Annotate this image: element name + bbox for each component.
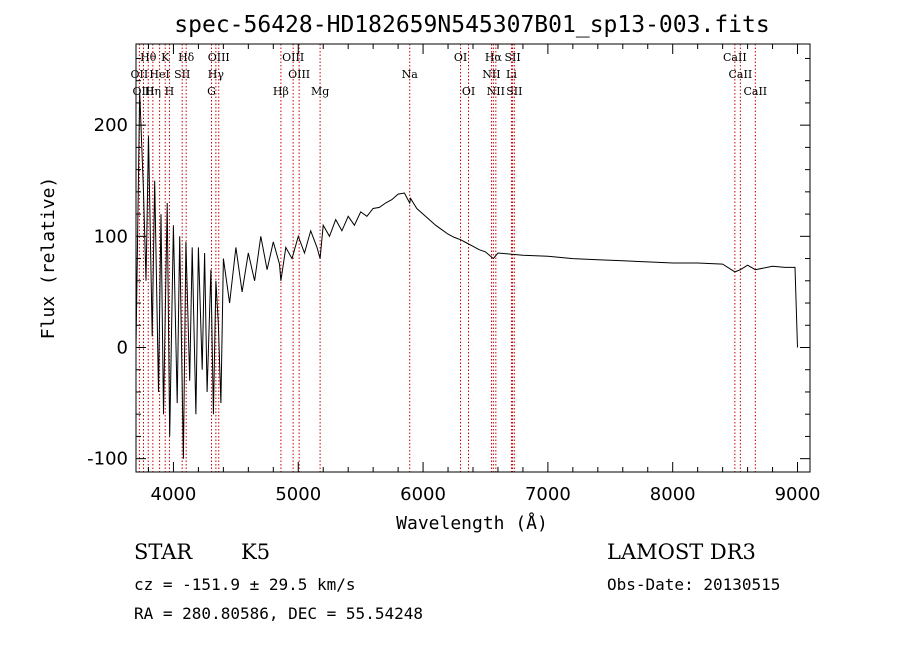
line-label: Hβ (273, 85, 289, 98)
line-label: OIII (132, 85, 154, 98)
observation-date: Obs-Date: 20130515 (607, 575, 780, 594)
line-label: OIII (288, 68, 310, 81)
line-label: Hδ (178, 51, 195, 64)
chart-title: spec-56428-HD182659N545307B01_sp13-003.f… (174, 12, 769, 38)
line-label: CaII (743, 85, 767, 98)
x-tick-labels: 4000 5000 6000 7000 8000 9000 (151, 484, 821, 505)
line-label: OIII (208, 51, 230, 64)
survey-name: LAMOST DR3 (607, 540, 756, 564)
line-markers (138, 44, 756, 472)
x-tick-label: 5000 (275, 484, 321, 505)
line-label: SII (504, 51, 520, 64)
x-tick-label: 4000 (151, 484, 197, 505)
line-label: OII (131, 68, 149, 81)
x-tick-label: 9000 (775, 484, 821, 505)
line-label: Hθ (140, 51, 157, 64)
spectrum-line (135, 91, 798, 459)
line-label: SII (174, 68, 190, 81)
line-label: Mg (311, 85, 329, 98)
line-label: OI (454, 51, 467, 64)
y-tick-label: 200 (94, 115, 128, 136)
line-label: CaII (723, 51, 747, 64)
line-label: NII (482, 68, 500, 81)
axis-ticks (136, 44, 810, 472)
x-tick-label: 8000 (650, 484, 696, 505)
line-label: Hη (145, 85, 161, 98)
line-label: SII (506, 85, 522, 98)
object-subclass: K5 (241, 540, 270, 564)
line-label: HeI (149, 68, 169, 81)
line-label: Li (506, 68, 517, 81)
line-label: OI (462, 85, 475, 98)
y-axis-label: Flux (relative) (38, 177, 59, 340)
line-label: CaII (729, 68, 753, 81)
y-tick-label: 0 (117, 337, 128, 358)
y-tick-labels: -100 0 100 200 (87, 115, 128, 470)
line-label: G (207, 85, 216, 98)
radial-velocity: cz = -151.9 ± 29.5 km/s (134, 575, 356, 594)
x-axis-label: Wavelength (Å) (396, 512, 548, 534)
spectrum-series (135, 91, 798, 459)
x-tick-label: 6000 (400, 484, 446, 505)
line-label: H (165, 85, 175, 98)
line-label: Hγ (208, 68, 225, 81)
x-tick-label: 7000 (525, 484, 571, 505)
line-label: NII (487, 85, 505, 98)
coordinates: RA = 280.80586, DEC = 55.54248 (134, 604, 423, 623)
y-tick-label: -100 (87, 449, 128, 470)
line-label: Hα (485, 51, 503, 64)
line-label: OIII (282, 51, 304, 64)
y-tick-label: 100 (94, 226, 128, 247)
line-label: Na (402, 68, 419, 81)
object-class: STAR (134, 540, 193, 564)
line-label: K (161, 51, 170, 64)
